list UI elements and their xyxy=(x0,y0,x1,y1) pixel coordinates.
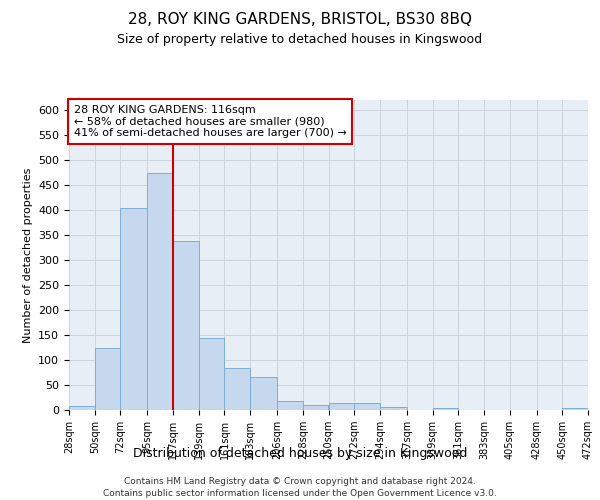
Bar xyxy=(199,338,224,410)
Bar xyxy=(433,408,458,410)
Y-axis label: Number of detached properties: Number of detached properties xyxy=(23,168,32,342)
Text: 28, ROY KING GARDENS, BRISTOL, BS30 8BQ: 28, ROY KING GARDENS, BRISTOL, BS30 8BQ xyxy=(128,12,472,28)
Bar xyxy=(224,368,250,410)
Text: Contains public sector information licensed under the Open Government Licence v3: Contains public sector information licen… xyxy=(103,489,497,498)
Text: Distribution of detached houses by size in Kingswood: Distribution of detached houses by size … xyxy=(133,448,467,460)
Bar xyxy=(148,172,173,410)
Bar xyxy=(329,403,354,410)
Text: Size of property relative to detached houses in Kingswood: Size of property relative to detached ho… xyxy=(118,32,482,46)
Bar xyxy=(173,241,199,410)
Bar xyxy=(69,406,95,410)
Bar xyxy=(250,376,277,410)
Bar xyxy=(354,403,380,410)
Text: 28 ROY KING GARDENS: 116sqm
← 58% of detached houses are smaller (980)
41% of se: 28 ROY KING GARDENS: 116sqm ← 58% of det… xyxy=(74,105,347,138)
Bar xyxy=(380,407,407,410)
Bar xyxy=(121,208,148,410)
Bar xyxy=(277,401,303,410)
Text: Contains HM Land Registry data © Crown copyright and database right 2024.: Contains HM Land Registry data © Crown c… xyxy=(124,478,476,486)
Bar xyxy=(303,404,329,410)
Bar xyxy=(562,408,588,410)
Bar xyxy=(95,348,121,410)
